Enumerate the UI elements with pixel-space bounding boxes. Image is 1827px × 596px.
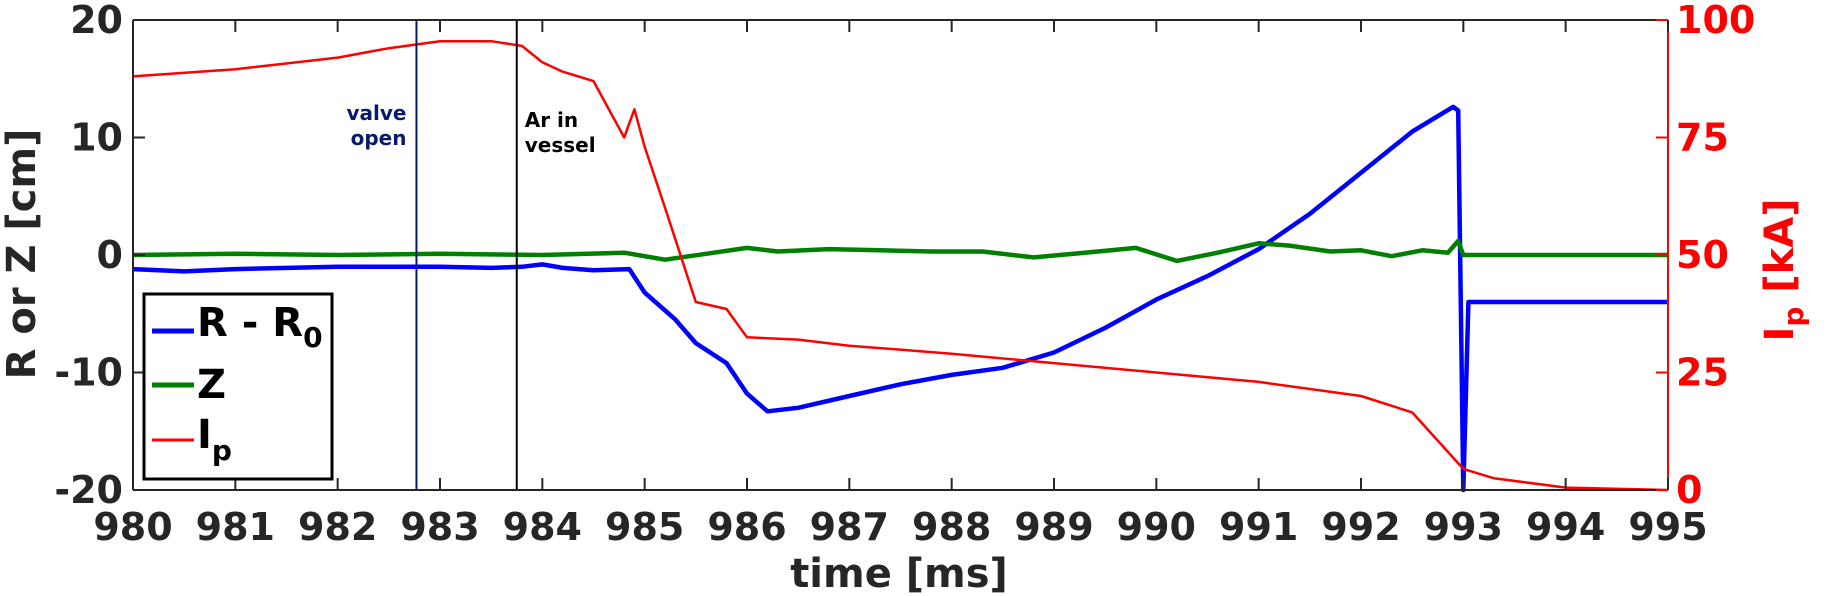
y-right-tick-label-4: 100: [1676, 0, 1755, 42]
x-axis-label: time [ms]: [790, 551, 1008, 596]
x-tick-label-980: 980: [93, 505, 172, 549]
y-axis-right-label-main: I: [1757, 327, 1803, 342]
y-left-tick-label-0: -20: [54, 468, 123, 512]
y-left-tick-label-2: 0: [97, 233, 123, 277]
x-tick-label-992: 992: [1321, 505, 1400, 549]
annotation-text-2-line-1: Ar in: [525, 108, 578, 132]
x-tick-label-981: 981: [196, 505, 275, 549]
legend: R - R0 Z Ip: [142, 292, 334, 481]
x-tick-label-995: 995: [1628, 505, 1707, 549]
legend-label-ip: Ip: [197, 412, 232, 467]
x-tick-label-983: 983: [400, 505, 479, 549]
y-left-tick-label-4: 20: [70, 0, 123, 42]
legend-label-r-main: R - R: [197, 300, 303, 346]
x-tick-label-984: 984: [503, 505, 582, 549]
series-line-z: [132, 238, 1668, 264]
x-tick-label-988: 988: [912, 505, 991, 549]
annotation-text-2-line-2: vessel: [525, 133, 596, 157]
legend-label-r-sub: 0: [303, 321, 322, 354]
annotation-text-1-line-2: open: [351, 126, 407, 150]
x-tick-label-991: 991: [1219, 505, 1298, 549]
y-axis-right-label-unit: [kA]: [1757, 199, 1803, 307]
y-right-tick-label-1: 25: [1676, 351, 1729, 395]
annotation-text-1-line-1: valve: [346, 101, 406, 125]
x-tick-label-989: 989: [1014, 505, 1093, 549]
y-axis-right-label-sub: p: [1777, 307, 1810, 327]
series-line-ip: [132, 39, 1669, 492]
x-tick-label-987: 987: [810, 505, 889, 549]
legend-label-ip-sub: p: [212, 434, 232, 467]
y-left-tick-label-1: -10: [54, 351, 123, 395]
series-line-r: [132, 104, 1668, 493]
y-right-tick-label-2: 50: [1676, 233, 1729, 277]
x-tick-label-994: 994: [1526, 505, 1605, 549]
x-tick-label-993: 993: [1424, 505, 1503, 549]
legend-label-z: Z: [197, 362, 226, 408]
y-axis-left-label: R or Z [cm]: [0, 129, 45, 380]
x-tick-label-986: 986: [707, 505, 786, 549]
x-tick-label-990: 990: [1117, 505, 1196, 549]
annotation-text-1: valve open: [346, 101, 406, 150]
y-axis-right-label: Ip [kA]: [1757, 199, 1810, 342]
legend-label-r: R - R0: [197, 300, 323, 354]
y-right-tick-label-0: 0: [1676, 468, 1702, 512]
legend-label-ip-main: I: [197, 412, 212, 458]
annotation-text-2: Ar in vessel: [525, 108, 596, 157]
y-left-tick-label-3: 10: [70, 116, 123, 160]
ticks-layer: 980 981 982 983 984 985 986 987 988 989 990 991 992 9…: [54, 0, 1755, 549]
x-tick-label-982: 982: [298, 505, 377, 549]
annotation-layer: valve open Ar in vessel: [346, 20, 596, 490]
x-tick-label-985: 985: [605, 505, 684, 549]
y-right-tick-label-3: 75: [1676, 116, 1729, 160]
